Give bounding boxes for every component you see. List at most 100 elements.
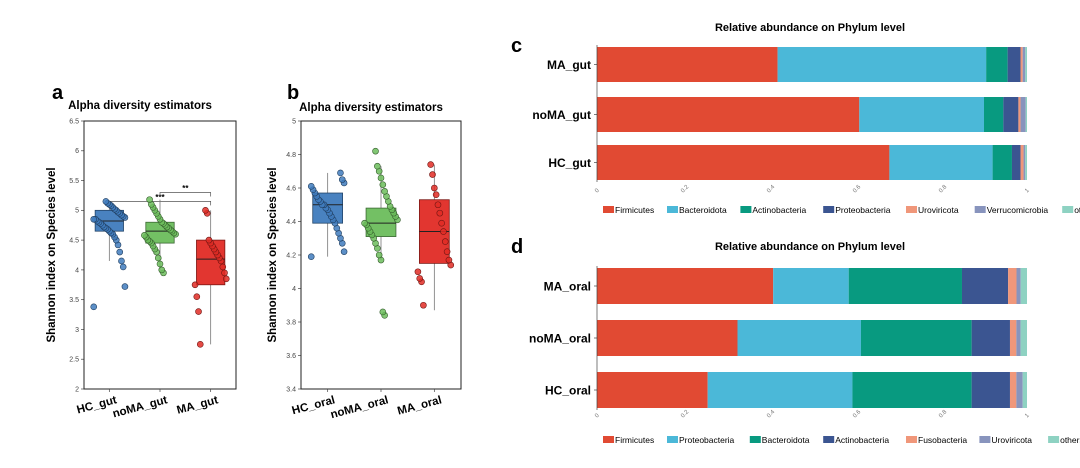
data-point <box>219 263 227 271</box>
data-point <box>420 301 427 309</box>
bar-segment <box>1016 320 1021 356</box>
legend-label: Verrucomicrobia <box>987 205 1049 215</box>
panel-b: b Alpha diversity estimators Shannon ind… <box>267 82 462 421</box>
y-tick-label: 4.8 <box>286 152 296 159</box>
data-point <box>377 174 385 182</box>
bar-segment <box>1020 97 1026 132</box>
bar-segment <box>971 372 1010 408</box>
bar-row-MA_gut <box>597 47 1027 82</box>
bar-segment <box>1016 372 1023 408</box>
box-group-noMA_gut <box>141 196 179 277</box>
y-tick-label: 3.6 <box>286 353 296 360</box>
x-tick-label: 0.8 <box>938 409 949 420</box>
data-point <box>381 188 388 195</box>
panel-c-legend: Firmicutes Bacteroidota Actinobacteria Prot… <box>603 205 1080 215</box>
legend-label: Firmicutes <box>615 435 654 445</box>
panel-c-x-ticks: 0 0.2 0.4 0.6 0.8 1 <box>594 184 1031 195</box>
category-label: HC_oral <box>545 384 591 398</box>
x-tick-label: 0.2 <box>680 184 691 195</box>
y-tick-label: 3.5 <box>69 297 79 304</box>
bar-segment <box>1009 320 1017 356</box>
bar-segment <box>984 97 1004 132</box>
bar-segment <box>1025 145 1027 180</box>
x-tick-label: 0 <box>594 187 601 194</box>
y-tick-label: 4.2 <box>286 252 296 259</box>
data-point <box>102 198 110 205</box>
category-label: MA_oral <box>544 280 591 294</box>
panel-b-ylabel: Shannon index on Species level <box>267 167 279 342</box>
bar-segment <box>707 372 853 408</box>
panel-d-legend: Firmicutes Proteobacteria Bacteroidota Acti… <box>603 435 1080 445</box>
bar-segment <box>848 268 962 304</box>
panel-d-bars <box>597 268 1027 408</box>
bar-segment <box>597 268 774 304</box>
data-point <box>307 253 315 260</box>
bar-row-MA_oral <box>597 268 1027 304</box>
data-point <box>414 268 422 276</box>
bar-segment <box>597 372 708 408</box>
bar-segment <box>597 320 738 356</box>
data-point <box>440 228 447 235</box>
box-group-MA_gut <box>191 207 230 348</box>
x-tick-label: 0.6 <box>852 409 863 420</box>
x-tick-label: 0.4 <box>766 184 777 195</box>
bar-segment <box>986 47 1008 82</box>
bar-row-noMA_gut <box>597 97 1027 132</box>
legend-label: others <box>1060 435 1080 445</box>
bar-segment <box>597 97 860 132</box>
data-point <box>361 219 368 227</box>
data-point <box>427 161 434 168</box>
bar-segment <box>1022 372 1027 408</box>
data-point <box>338 176 346 183</box>
bar-segment <box>1018 97 1021 132</box>
bar-segment <box>1022 47 1026 82</box>
data-point <box>436 209 444 217</box>
legend-swatch <box>667 436 678 443</box>
data-point <box>118 257 125 265</box>
bar-row-noMA_oral <box>597 320 1027 356</box>
y-tick-label: 4.6 <box>286 185 296 192</box>
panel-c-bars <box>597 47 1027 180</box>
category-label: MA_gut <box>547 58 591 72</box>
x-tick-label: 1 <box>1024 412 1031 419</box>
bar-segment <box>1007 47 1021 82</box>
bar-segment <box>859 97 984 132</box>
panel-letter-c: c <box>511 35 522 57</box>
data-point <box>195 308 202 315</box>
legend-label: Bacteroidota <box>762 435 810 445</box>
data-point <box>119 263 127 271</box>
y-tick-label: 3 <box>75 327 79 334</box>
bar-row-HC_oral <box>597 372 1027 408</box>
panel-b-title: Alpha diversity estimators <box>299 102 443 114</box>
data-point <box>432 191 440 198</box>
data-point <box>141 232 148 239</box>
y-tick-label: 4.5 <box>69 238 79 245</box>
x-tick-label: 0.2 <box>680 409 691 420</box>
data-point <box>445 256 453 264</box>
data-point <box>156 260 164 268</box>
significance-label: *** <box>155 193 165 202</box>
bar-row-HC_gut <box>597 145 1027 180</box>
panel-letter-d: d <box>511 236 523 258</box>
box-group-HC_oral <box>307 169 348 260</box>
legend-label: Actinobacteria <box>752 205 806 215</box>
data-point <box>429 171 436 178</box>
data-point <box>443 248 451 255</box>
y-tick-label: 2.5 <box>69 357 79 364</box>
data-point <box>431 184 438 192</box>
bar-segment <box>1020 320 1027 356</box>
bar-segment <box>1020 268 1027 304</box>
x-category-label: MA_gut <box>176 394 220 417</box>
x-tick-label: 0.4 <box>766 409 777 420</box>
legend-label: Bacteroidota <box>679 205 727 215</box>
panel-a: a Alpha diversity estimators Shannon ind… <box>46 82 237 420</box>
data-point <box>372 147 379 155</box>
legend-label: Firmicutes <box>615 205 654 215</box>
bar-segment <box>971 320 1010 356</box>
bar-segment <box>852 372 972 408</box>
data-point <box>116 248 124 256</box>
y-tick-label: 5 <box>292 118 296 125</box>
box-group-HC_gut <box>90 198 129 311</box>
legend-swatch <box>749 436 761 443</box>
